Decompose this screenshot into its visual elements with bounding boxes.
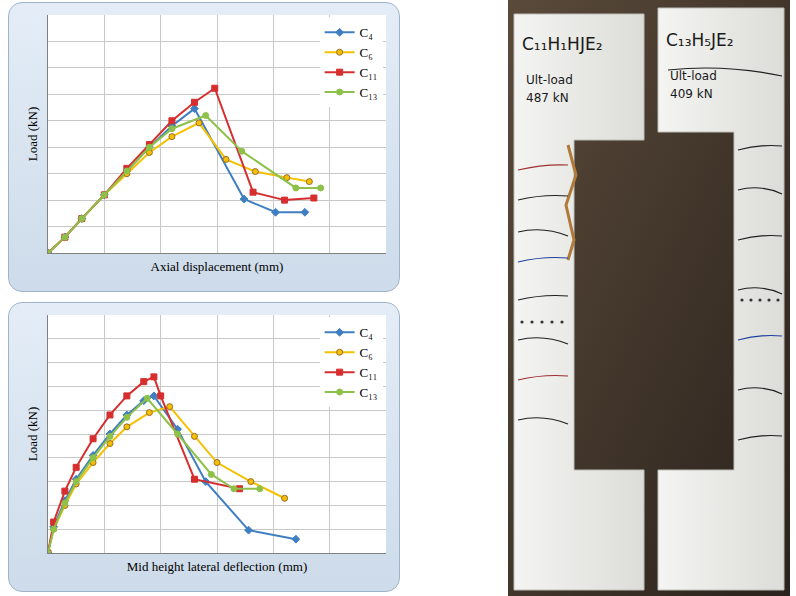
svg-text:C₄: C₄ xyxy=(360,25,374,40)
svg-text:409 kN: 409 kN xyxy=(670,87,713,101)
svg-text:C₄: C₄ xyxy=(360,325,374,340)
svg-text:Load (kN): Load (kN) xyxy=(25,107,40,162)
svg-text:Mid height lateral deflection: Mid height lateral deflection (mm) xyxy=(127,559,308,574)
svg-text:C₁₃H₅JE₂: C₁₃H₅JE₂ xyxy=(666,30,734,50)
svg-text:C₁₃: C₁₃ xyxy=(360,385,378,400)
svg-text:Ult-load: Ult-load xyxy=(670,69,717,83)
svg-text:Load (kN): Load (kN) xyxy=(25,407,40,462)
svg-text:487 kN: 487 kN xyxy=(526,91,569,105)
svg-text:C₁₁: C₁₁ xyxy=(360,65,378,80)
svg-text:C₆: C₆ xyxy=(360,345,373,360)
svg-text:C₁₁H₁HJE₂: C₁₁H₁HJE₂ xyxy=(522,34,602,54)
svg-text:C₆: C₆ xyxy=(360,45,373,60)
svg-text:Axial displacement (mm): Axial displacement (mm) xyxy=(151,259,284,274)
svg-text:C₁₃: C₁₃ xyxy=(360,85,378,100)
svg-text:C₁₁: C₁₁ xyxy=(360,365,378,380)
svg-text:Ult-load: Ult-load xyxy=(526,73,573,87)
